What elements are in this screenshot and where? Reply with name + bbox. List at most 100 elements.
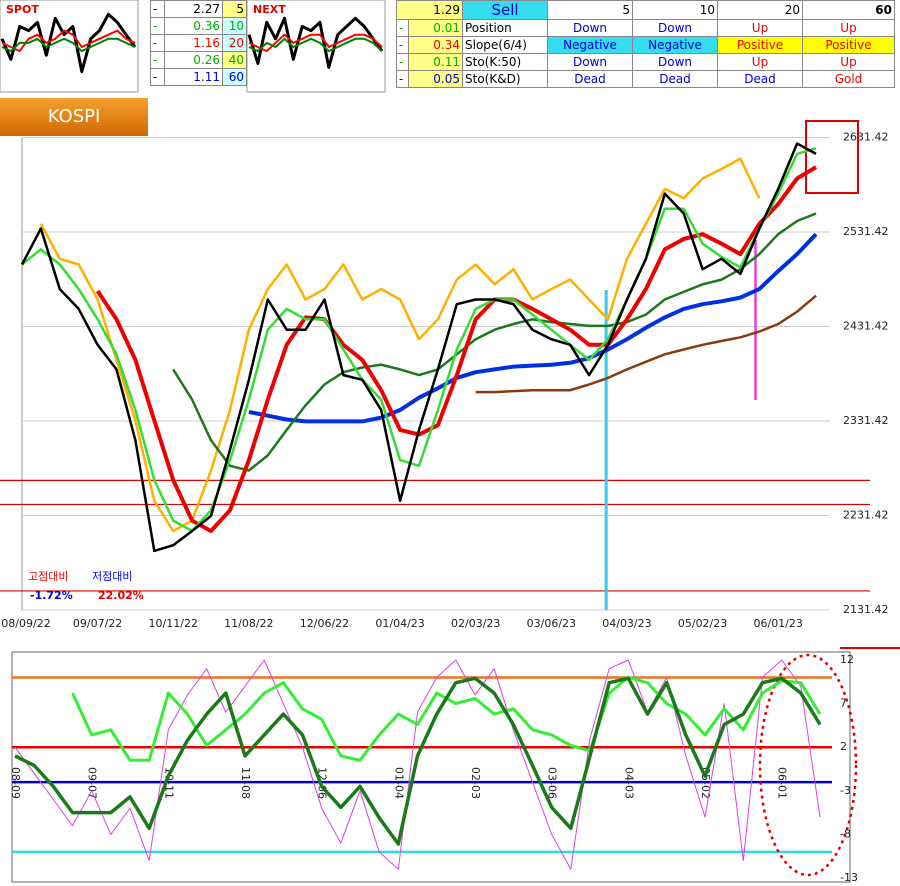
cell: Dead: [632, 70, 718, 88]
left-table: -2.27 5 -0.36 10 -1.16 20 -0.26 40 -1.11 60: [150, 0, 247, 86]
cell: Up: [802, 53, 895, 71]
x-tick-label: 08/09/22: [1, 617, 50, 630]
series-line: [0, 12, 137, 74]
x-tick-label: 04/03/23: [602, 617, 651, 630]
cell: -: [150, 17, 165, 35]
cell: 2.27: [164, 0, 223, 18]
x-tick-label: 05-02: [699, 767, 712, 799]
series-line: [248, 232, 818, 424]
annotation: 고점대비: [28, 570, 68, 583]
cell: 5: [547, 0, 633, 20]
cell: -: [396, 53, 409, 71]
cell: -: [150, 51, 165, 69]
series-line: [247, 16, 384, 69]
y-tick-label: 2531.42: [843, 225, 889, 238]
mini-frame: [0, 0, 139, 93]
cell: -: [150, 68, 165, 86]
annotation: -1.72%: [30, 589, 73, 602]
cell: 10: [632, 0, 718, 20]
series-line: [172, 212, 817, 472]
cell: 0.36: [164, 17, 223, 35]
series-line: [21, 147, 817, 533]
osc-frame: [11, 651, 851, 883]
cell: -: [396, 70, 409, 88]
annotation: 22.02%: [98, 589, 144, 602]
cell: 20: [717, 0, 803, 20]
cell: Up: [802, 19, 895, 37]
x-tick-label: 02/03/23: [451, 617, 500, 630]
series-line: [95, 165, 818, 533]
annotation: 저점대비: [92, 570, 132, 583]
x-tick-label: 12/06/22: [300, 617, 349, 630]
cell: 60: [222, 68, 247, 86]
x-tick-label: 06/01/23: [753, 617, 802, 630]
cell: Negative: [547, 36, 633, 54]
cell: Up: [717, 53, 803, 71]
chart-title: KOSPI: [0, 98, 148, 136]
cell: Slope(6/4): [462, 36, 548, 54]
y-tick-label: -3: [840, 784, 851, 797]
y-tick-label: 2231.42: [843, 508, 889, 521]
series-line: [475, 294, 817, 394]
y-tick-label: -8: [840, 827, 851, 840]
x-tick-label: 11-08: [239, 767, 252, 799]
x-tick-label: 10-11: [162, 767, 175, 799]
series-line: [1, 29, 136, 53]
x-tick-label: 03-06: [546, 767, 559, 799]
y-tick-label: 7: [840, 697, 847, 710]
cell: 60: [802, 0, 895, 20]
x-tick-label: 08-09: [9, 767, 22, 799]
cell: Gold: [802, 70, 895, 88]
signal-table: 1.29 Sell 5 10 20 60 -0.01 Position Down Down Up U…: [396, 0, 895, 88]
cell: Dead: [547, 70, 633, 88]
series-line: [248, 33, 383, 53]
cell: Position: [462, 19, 548, 37]
x-tick-label: 04-03: [622, 767, 635, 799]
x-tick-label: 09/07/22: [73, 617, 122, 630]
cell: 1.16: [164, 34, 223, 52]
cell: Positive: [802, 36, 895, 54]
x-tick-label: 01/04/23: [375, 617, 424, 630]
x-tick-label: 03/06/23: [527, 617, 576, 630]
x-tick-label: 06-01: [776, 767, 789, 799]
cell: 0.05: [408, 70, 463, 88]
cell: 0.01: [408, 19, 463, 37]
y-tick-label: -13: [840, 871, 858, 884]
y-tick-label: 2431.42: [843, 319, 889, 332]
cell: Sell: [462, 0, 548, 20]
y-tick-label: 2: [840, 740, 847, 753]
cell: 0.26: [164, 51, 223, 69]
cell: 5: [222, 0, 247, 18]
cell: Down: [632, 19, 718, 37]
series-line: [14, 659, 821, 870]
cell: 10: [222, 17, 247, 35]
series-line: [20, 142, 817, 553]
cell: Sto(K&D): [462, 70, 548, 88]
y-tick-label: 2331.42: [843, 414, 889, 427]
y-tick-label: 2131.42: [843, 603, 889, 616]
highlight-ellipse: [758, 653, 858, 877]
mini-title: NEXT: [253, 3, 286, 16]
cell: Up: [717, 19, 803, 37]
mini-frame: [246, 0, 386, 93]
cell: 1.11: [164, 68, 223, 86]
cell: Down: [632, 53, 718, 71]
cell: Positive: [717, 36, 803, 54]
mini-title: SPOT: [6, 3, 39, 16]
series-line: [14, 676, 822, 846]
cell: Dead: [717, 70, 803, 88]
y-tick-label: 12: [840, 653, 854, 666]
cell: Down: [547, 19, 633, 37]
cell: 0.34: [408, 36, 463, 54]
cell: Negative: [632, 36, 718, 54]
cell: Sto(K:50): [462, 53, 548, 71]
cell: -: [396, 36, 409, 54]
highlight-box: [805, 120, 859, 194]
x-tick-label: 10/11/22: [149, 617, 198, 630]
cell: 0.11: [408, 53, 463, 71]
series-line: [248, 37, 383, 53]
x-tick-label: 09-07: [86, 767, 99, 799]
x-tick-label: 01-04: [392, 767, 405, 799]
